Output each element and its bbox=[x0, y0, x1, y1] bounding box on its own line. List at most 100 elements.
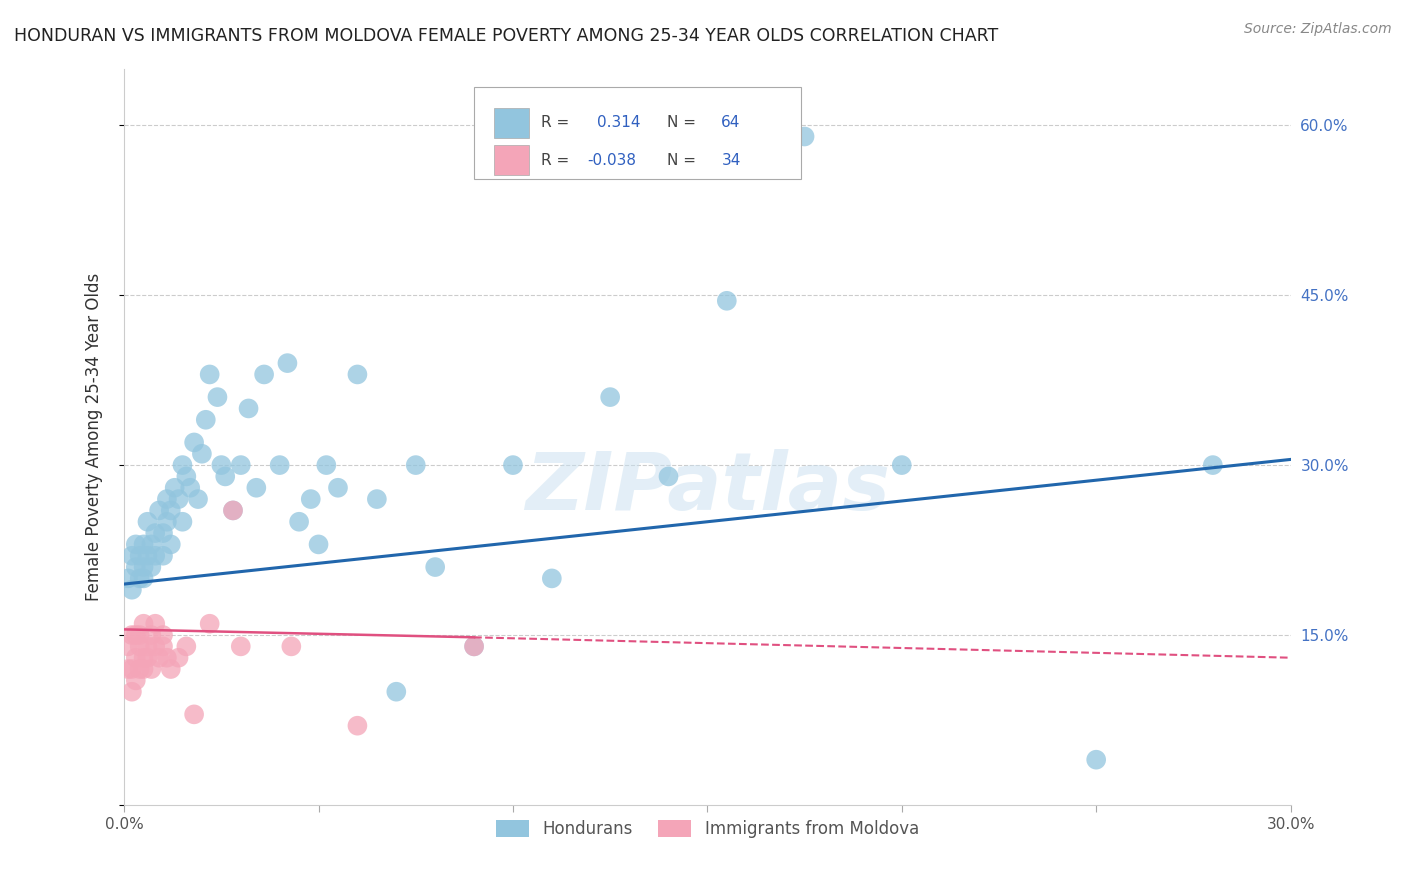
Hondurans bbox=[167, 492, 190, 507]
Immigrants from Moldova bbox=[125, 650, 148, 665]
Hondurans bbox=[385, 684, 408, 698]
Immigrants from Moldova bbox=[141, 628, 163, 642]
Immigrants from Moldova bbox=[125, 628, 148, 642]
Hondurans bbox=[793, 129, 815, 144]
Hondurans bbox=[125, 560, 148, 574]
Bar bbox=[494, 108, 529, 137]
Hondurans bbox=[159, 537, 181, 551]
Hondurans bbox=[599, 390, 621, 404]
Hondurans bbox=[141, 537, 163, 551]
Immigrants from Moldova bbox=[280, 640, 302, 654]
Hondurans bbox=[156, 492, 179, 507]
Hondurans bbox=[141, 560, 163, 574]
Hondurans bbox=[315, 458, 337, 472]
Immigrants from Moldova bbox=[143, 616, 166, 631]
Hondurans bbox=[148, 503, 170, 517]
Hondurans bbox=[346, 368, 368, 382]
Immigrants from Moldova bbox=[117, 662, 139, 676]
Immigrants from Moldova bbox=[136, 640, 159, 654]
Hondurans bbox=[152, 549, 174, 563]
Hondurans bbox=[128, 549, 150, 563]
Y-axis label: Female Poverty Among 25-34 Year Olds: Female Poverty Among 25-34 Year Olds bbox=[86, 273, 103, 601]
Hondurans bbox=[502, 458, 524, 472]
Hondurans bbox=[276, 356, 298, 370]
Hondurans bbox=[191, 447, 214, 461]
Immigrants from Moldova bbox=[346, 719, 368, 733]
Text: Source: ZipAtlas.com: Source: ZipAtlas.com bbox=[1244, 22, 1392, 37]
Hondurans bbox=[366, 492, 388, 507]
Hondurans bbox=[405, 458, 427, 472]
Text: HONDURAN VS IMMIGRANTS FROM MOLDOVA FEMALE POVERTY AMONG 25-34 YEAR OLDS CORRELA: HONDURAN VS IMMIGRANTS FROM MOLDOVA FEMA… bbox=[14, 27, 998, 45]
Legend: Hondurans, Immigrants from Moldova: Hondurans, Immigrants from Moldova bbox=[489, 813, 925, 845]
Hondurans bbox=[657, 469, 679, 483]
Immigrants from Moldova bbox=[128, 662, 150, 676]
Hondurans bbox=[136, 515, 159, 529]
Hondurans bbox=[128, 571, 150, 585]
Text: R =: R = bbox=[540, 115, 574, 130]
Hondurans bbox=[172, 458, 194, 472]
Hondurans bbox=[136, 549, 159, 563]
Hondurans bbox=[425, 560, 447, 574]
Immigrants from Moldova bbox=[176, 640, 198, 654]
Immigrants from Moldova bbox=[121, 662, 143, 676]
Text: 34: 34 bbox=[721, 153, 741, 168]
Hondurans bbox=[207, 390, 229, 404]
Hondurans bbox=[1202, 458, 1225, 472]
Immigrants from Moldova bbox=[132, 650, 155, 665]
Immigrants from Moldova bbox=[136, 650, 159, 665]
Hondurans bbox=[179, 481, 201, 495]
Bar bbox=[494, 145, 529, 175]
Text: R =: R = bbox=[540, 153, 574, 168]
Hondurans bbox=[176, 469, 198, 483]
Hondurans bbox=[121, 582, 143, 597]
Hondurans bbox=[143, 549, 166, 563]
Hondurans bbox=[463, 640, 485, 654]
Hondurans bbox=[1085, 753, 1108, 767]
Immigrants from Moldova bbox=[132, 662, 155, 676]
Hondurans bbox=[159, 503, 181, 517]
Text: 64: 64 bbox=[721, 115, 741, 130]
Immigrants from Moldova bbox=[152, 628, 174, 642]
Immigrants from Moldova bbox=[128, 640, 150, 654]
Immigrants from Moldova bbox=[132, 616, 155, 631]
Hondurans bbox=[308, 537, 330, 551]
Hondurans bbox=[326, 481, 349, 495]
Hondurans bbox=[132, 560, 155, 574]
Immigrants from Moldova bbox=[141, 662, 163, 676]
Hondurans bbox=[198, 368, 221, 382]
Immigrants from Moldova bbox=[117, 640, 139, 654]
Hondurans bbox=[172, 515, 194, 529]
Hondurans bbox=[229, 458, 252, 472]
Text: ZIPatlas: ZIPatlas bbox=[524, 450, 890, 527]
Hondurans bbox=[238, 401, 260, 416]
FancyBboxPatch shape bbox=[474, 87, 800, 179]
Immigrants from Moldova bbox=[222, 503, 245, 517]
Hondurans bbox=[269, 458, 291, 472]
Hondurans bbox=[214, 469, 236, 483]
Hondurans bbox=[288, 515, 311, 529]
Hondurans bbox=[716, 293, 738, 308]
Hondurans bbox=[156, 515, 179, 529]
Hondurans bbox=[890, 458, 912, 472]
Immigrants from Moldova bbox=[121, 684, 143, 698]
Hondurans bbox=[194, 413, 217, 427]
Hondurans bbox=[163, 481, 186, 495]
Hondurans bbox=[187, 492, 209, 507]
Hondurans bbox=[132, 571, 155, 585]
Immigrants from Moldova bbox=[148, 650, 170, 665]
Hondurans bbox=[209, 458, 232, 472]
Hondurans bbox=[253, 368, 276, 382]
Hondurans bbox=[121, 549, 143, 563]
Hondurans bbox=[152, 526, 174, 541]
Hondurans bbox=[222, 503, 245, 517]
Immigrants from Moldova bbox=[143, 640, 166, 654]
Immigrants from Moldova bbox=[198, 616, 221, 631]
Hondurans bbox=[132, 537, 155, 551]
Text: N =: N = bbox=[666, 153, 700, 168]
Immigrants from Moldova bbox=[152, 640, 174, 654]
Hondurans bbox=[299, 492, 322, 507]
Hondurans bbox=[540, 571, 562, 585]
Immigrants from Moldova bbox=[125, 673, 148, 688]
Immigrants from Moldova bbox=[167, 650, 190, 665]
Immigrants from Moldova bbox=[128, 628, 150, 642]
